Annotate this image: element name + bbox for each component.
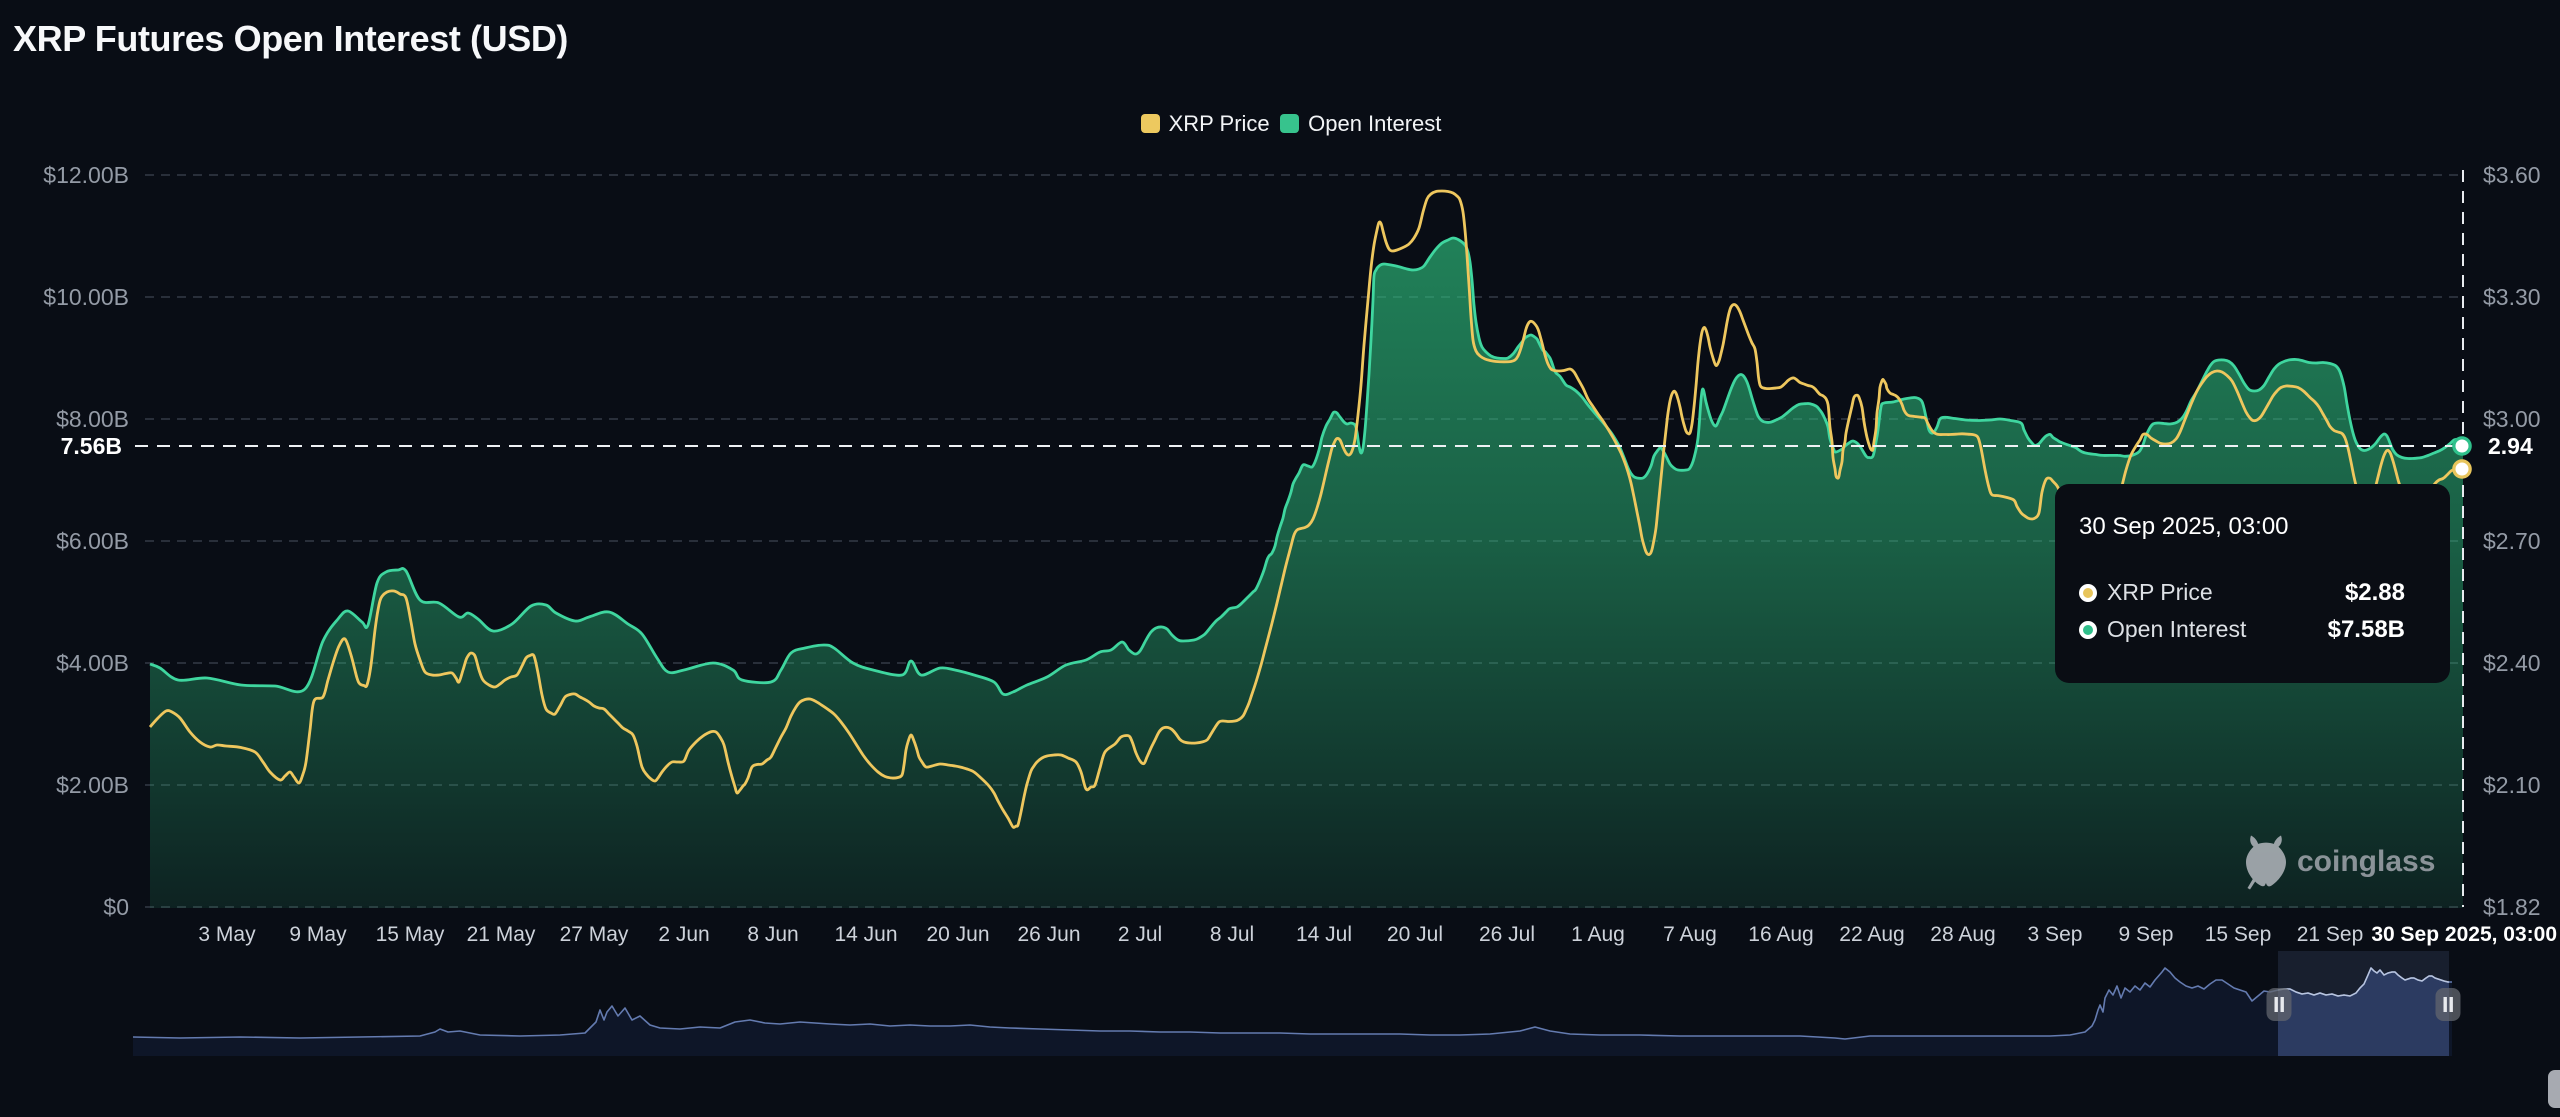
svg-text:14 Jun: 14 Jun xyxy=(834,923,897,946)
svg-text:$2.00B: $2.00B xyxy=(56,772,129,798)
svg-text:$4.00B: $4.00B xyxy=(56,650,129,676)
svg-text:16 Aug: 16 Aug xyxy=(1748,923,1813,946)
svg-text:3 Sep: 3 Sep xyxy=(2028,923,2083,946)
svg-text:$3.60: $3.60 xyxy=(2483,162,2541,188)
svg-text:$2.10: $2.10 xyxy=(2483,772,2541,798)
svg-text:26 Jul: 26 Jul xyxy=(1479,923,1535,946)
svg-text:$8.00B: $8.00B xyxy=(56,406,129,432)
svg-text:$0: $0 xyxy=(103,894,129,920)
svg-text:20 Jun: 20 Jun xyxy=(926,923,989,946)
svg-text:20 Jul: 20 Jul xyxy=(1387,923,1443,946)
svg-text:2 Jul: 2 Jul xyxy=(1118,923,1162,946)
svg-text:$6.00B: $6.00B xyxy=(56,528,129,554)
svg-text:15 Sep: 15 Sep xyxy=(2205,923,2272,946)
svg-text:2 Jun: 2 Jun xyxy=(658,923,709,946)
svg-text:$10.00B: $10.00B xyxy=(43,284,129,310)
svg-text:2.94: 2.94 xyxy=(2488,433,2533,459)
svg-text:$3.00: $3.00 xyxy=(2483,406,2541,432)
svg-text:3 May: 3 May xyxy=(198,923,256,946)
svg-text:$1.82: $1.82 xyxy=(2483,894,2541,920)
svg-text:$2.40: $2.40 xyxy=(2483,650,2541,676)
svg-text:9 May: 9 May xyxy=(289,923,347,946)
svg-text:$3.30: $3.30 xyxy=(2483,284,2541,310)
svg-text:9 Sep: 9 Sep xyxy=(2119,923,2174,946)
svg-text:14 Jul: 14 Jul xyxy=(1296,923,1352,946)
svg-text:30 Sep 2025, 03:00: 30 Sep 2025, 03:00 xyxy=(2371,923,2557,946)
svg-text:7 Aug: 7 Aug xyxy=(1663,923,1717,946)
svg-text:7.56B: 7.56B xyxy=(61,433,122,459)
svg-text:21 May: 21 May xyxy=(467,923,536,946)
svg-text:8 Jul: 8 Jul xyxy=(1210,923,1254,946)
svg-text:21 Sep: 21 Sep xyxy=(2297,923,2364,946)
svg-text:$2.70: $2.70 xyxy=(2483,528,2541,554)
svg-text:27 May: 27 May xyxy=(560,923,629,946)
svg-text:$12.00B: $12.00B xyxy=(43,162,129,188)
svg-text:22 Aug: 22 Aug xyxy=(1839,923,1904,946)
svg-text:8 Jun: 8 Jun xyxy=(747,923,798,946)
svg-text:28 Aug: 28 Aug xyxy=(1930,923,1995,946)
svg-text:26 Jun: 26 Jun xyxy=(1017,923,1080,946)
svg-text:15 May: 15 May xyxy=(376,923,445,946)
svg-text:1 Aug: 1 Aug xyxy=(1571,923,1625,946)
